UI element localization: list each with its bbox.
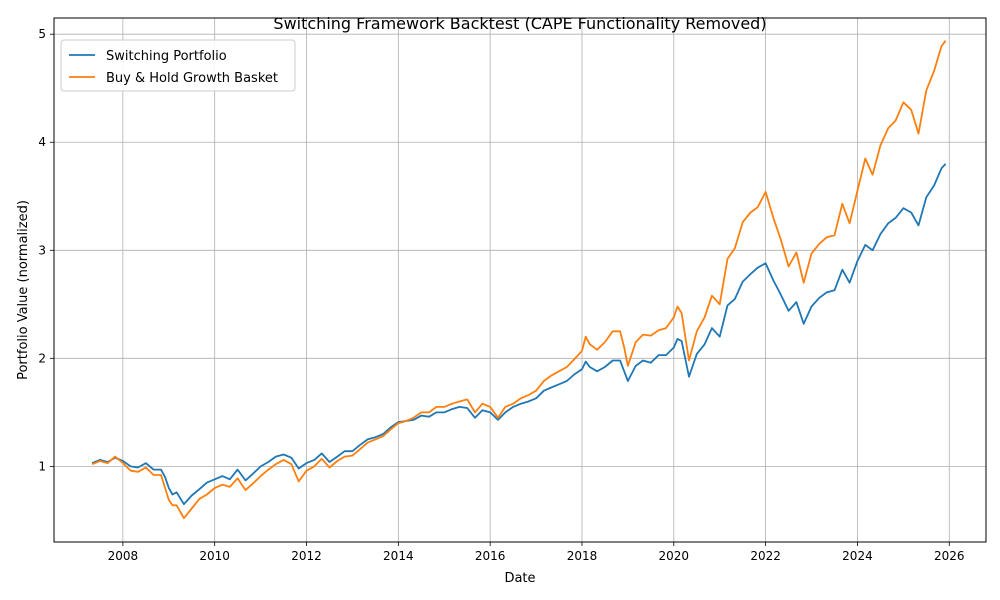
y-tick-label: 5 xyxy=(38,27,46,41)
y-tick-label: 3 xyxy=(38,243,46,257)
legend-label-switching: Switching Portfolio xyxy=(106,49,227,64)
legend-label-buyhold: Buy & Hold Growth Basket xyxy=(106,71,278,86)
series-lines xyxy=(91,40,947,520)
legend: Switching Portfolio Buy & Hold Growth Ba… xyxy=(60,39,296,92)
y-tick-label: 2 xyxy=(38,351,46,365)
x-tick-label: 2008 xyxy=(108,549,139,563)
x-tick-label: 2014 xyxy=(383,549,414,563)
x-axis-label: Date xyxy=(504,571,535,586)
x-tick-label: 2020 xyxy=(659,549,690,563)
x-tick-label: 2024 xyxy=(842,549,873,563)
y-axis-label: Portfolio Value (normalized) xyxy=(16,200,31,380)
y-tick-label: 4 xyxy=(38,135,46,149)
x-tick-label: 2022 xyxy=(750,549,781,563)
ticks: 2008 2010 2012 2014 2016 2018 2020 2022 2024 2026… xyxy=(38,27,964,563)
chart-title: Switching Framework Backtest (CAPE Funct… xyxy=(273,14,766,33)
axes-frame xyxy=(53,17,987,543)
series-line-0 xyxy=(91,163,947,506)
x-tick-label: 2026 xyxy=(934,549,965,563)
grid xyxy=(54,18,986,542)
series-line-1 xyxy=(91,40,947,520)
x-tick-label: 2016 xyxy=(475,549,506,563)
y-tick-label: 1 xyxy=(38,459,46,473)
legend-box xyxy=(60,39,296,92)
x-tick-label: 2010 xyxy=(199,549,230,563)
x-tick-label: 2012 xyxy=(291,549,322,563)
x-tick-label: 2018 xyxy=(567,549,598,563)
